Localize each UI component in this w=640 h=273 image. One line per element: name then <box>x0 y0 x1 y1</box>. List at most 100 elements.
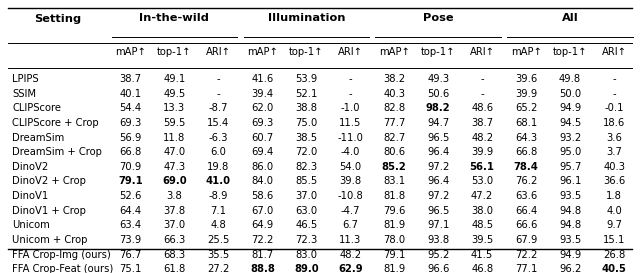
Text: 48.2: 48.2 <box>471 132 493 143</box>
Text: 52.1: 52.1 <box>295 89 317 99</box>
Text: LPIPS: LPIPS <box>12 74 39 84</box>
Text: 13.3: 13.3 <box>163 103 186 113</box>
Text: 36.6: 36.6 <box>603 176 625 186</box>
Text: -: - <box>612 89 616 99</box>
Text: 38.7: 38.7 <box>120 74 141 84</box>
Text: 50.0: 50.0 <box>559 89 581 99</box>
Text: 64.3: 64.3 <box>515 132 537 143</box>
Text: 86.0: 86.0 <box>252 162 273 172</box>
Text: 93.2: 93.2 <box>559 132 581 143</box>
Text: top-1↑: top-1↑ <box>553 47 588 57</box>
Text: 49.5: 49.5 <box>163 89 186 99</box>
Text: 79.1: 79.1 <box>118 176 143 186</box>
Text: -: - <box>348 74 352 84</box>
Text: 94.9: 94.9 <box>559 103 581 113</box>
Text: 3.7: 3.7 <box>606 147 622 157</box>
Text: mAP↑: mAP↑ <box>247 47 278 57</box>
Text: top-1↑: top-1↑ <box>289 47 324 57</box>
Text: 39.9: 39.9 <box>515 89 537 99</box>
Text: Setting: Setting <box>35 14 82 24</box>
Text: -8.7: -8.7 <box>209 103 228 113</box>
Text: 40.3: 40.3 <box>603 162 625 172</box>
Text: 48.6: 48.6 <box>471 103 493 113</box>
Text: 41.5: 41.5 <box>471 250 493 260</box>
Text: top-1↑: top-1↑ <box>157 47 191 57</box>
Text: 48.2: 48.2 <box>339 250 362 260</box>
Text: -4.7: -4.7 <box>340 206 360 216</box>
Text: 67.0: 67.0 <box>252 206 273 216</box>
Text: 81.9: 81.9 <box>383 220 405 230</box>
Text: 11.8: 11.8 <box>163 132 186 143</box>
Text: 65.2: 65.2 <box>515 103 538 113</box>
Text: 96.5: 96.5 <box>427 132 449 143</box>
Text: 97.1: 97.1 <box>427 220 449 230</box>
Text: 62.0: 62.0 <box>252 103 273 113</box>
Text: 88.8: 88.8 <box>250 264 275 273</box>
Text: 11.3: 11.3 <box>339 235 362 245</box>
Text: 41.0: 41.0 <box>206 176 231 186</box>
Text: 47.3: 47.3 <box>163 162 186 172</box>
Text: 54.4: 54.4 <box>120 103 141 113</box>
Text: Unicom + Crop: Unicom + Crop <box>12 235 88 245</box>
Text: 63.0: 63.0 <box>295 206 317 216</box>
Text: 97.2: 97.2 <box>427 162 449 172</box>
Text: 69.4: 69.4 <box>252 147 273 157</box>
Text: 79.6: 79.6 <box>383 206 405 216</box>
Text: 9.7: 9.7 <box>606 220 622 230</box>
Text: 69.3: 69.3 <box>119 118 141 128</box>
Text: SSIM: SSIM <box>12 89 36 99</box>
Text: -1.0: -1.0 <box>340 103 360 113</box>
Text: 94.5: 94.5 <box>559 118 581 128</box>
Text: mAP↑: mAP↑ <box>379 47 410 57</box>
Text: 38.5: 38.5 <box>295 132 317 143</box>
Text: 95.2: 95.2 <box>427 250 449 260</box>
Text: 72.3: 72.3 <box>295 235 317 245</box>
Text: ARI↑: ARI↑ <box>602 47 627 57</box>
Text: -: - <box>481 74 484 84</box>
Text: 6.0: 6.0 <box>211 147 227 157</box>
Text: 37.0: 37.0 <box>295 191 317 201</box>
Text: 85.2: 85.2 <box>382 162 406 172</box>
Text: 72.2: 72.2 <box>251 235 273 245</box>
Text: 3.6: 3.6 <box>606 132 622 143</box>
Text: 61.8: 61.8 <box>163 264 186 273</box>
Text: 4.0: 4.0 <box>606 206 622 216</box>
Text: 96.2: 96.2 <box>559 264 581 273</box>
Text: 85.5: 85.5 <box>295 176 317 186</box>
Text: 39.9: 39.9 <box>471 147 493 157</box>
Text: -8.9: -8.9 <box>209 191 228 201</box>
Text: 81.7: 81.7 <box>252 250 273 260</box>
Text: 38.0: 38.0 <box>471 206 493 216</box>
Text: In-the-wild: In-the-wild <box>140 13 209 23</box>
Text: DinoV2 + Crop: DinoV2 + Crop <box>12 176 86 186</box>
Text: 46.8: 46.8 <box>471 264 493 273</box>
Text: DinoV1: DinoV1 <box>12 191 49 201</box>
Text: 68.3: 68.3 <box>163 250 186 260</box>
Text: 53.9: 53.9 <box>295 74 317 84</box>
Text: 62.9: 62.9 <box>338 264 363 273</box>
Text: Pose: Pose <box>423 13 454 23</box>
Text: mAP↑: mAP↑ <box>511 47 541 57</box>
Text: 97.2: 97.2 <box>427 191 449 201</box>
Text: DinoV1 + Crop: DinoV1 + Crop <box>12 206 86 216</box>
Text: 66.8: 66.8 <box>119 147 141 157</box>
Text: 72.0: 72.0 <box>295 147 317 157</box>
Text: -6.3: -6.3 <box>209 132 228 143</box>
Text: 63.4: 63.4 <box>120 220 141 230</box>
Text: 96.4: 96.4 <box>427 176 449 186</box>
Text: 56.9: 56.9 <box>119 132 141 143</box>
Text: -: - <box>481 89 484 99</box>
Text: 15.4: 15.4 <box>207 118 230 128</box>
Text: 89.0: 89.0 <box>294 264 319 273</box>
Text: 53.0: 53.0 <box>471 176 493 186</box>
Text: 94.7: 94.7 <box>427 118 449 128</box>
Text: 38.7: 38.7 <box>471 118 493 128</box>
Text: DreamSim: DreamSim <box>12 132 65 143</box>
Text: 64.9: 64.9 <box>252 220 273 230</box>
Text: 81.9: 81.9 <box>383 264 405 273</box>
Text: -4.0: -4.0 <box>340 147 360 157</box>
Text: 3.8: 3.8 <box>166 191 182 201</box>
Text: 77.1: 77.1 <box>515 264 538 273</box>
Text: -0.1: -0.1 <box>604 103 624 113</box>
Text: 77.7: 77.7 <box>383 118 405 128</box>
